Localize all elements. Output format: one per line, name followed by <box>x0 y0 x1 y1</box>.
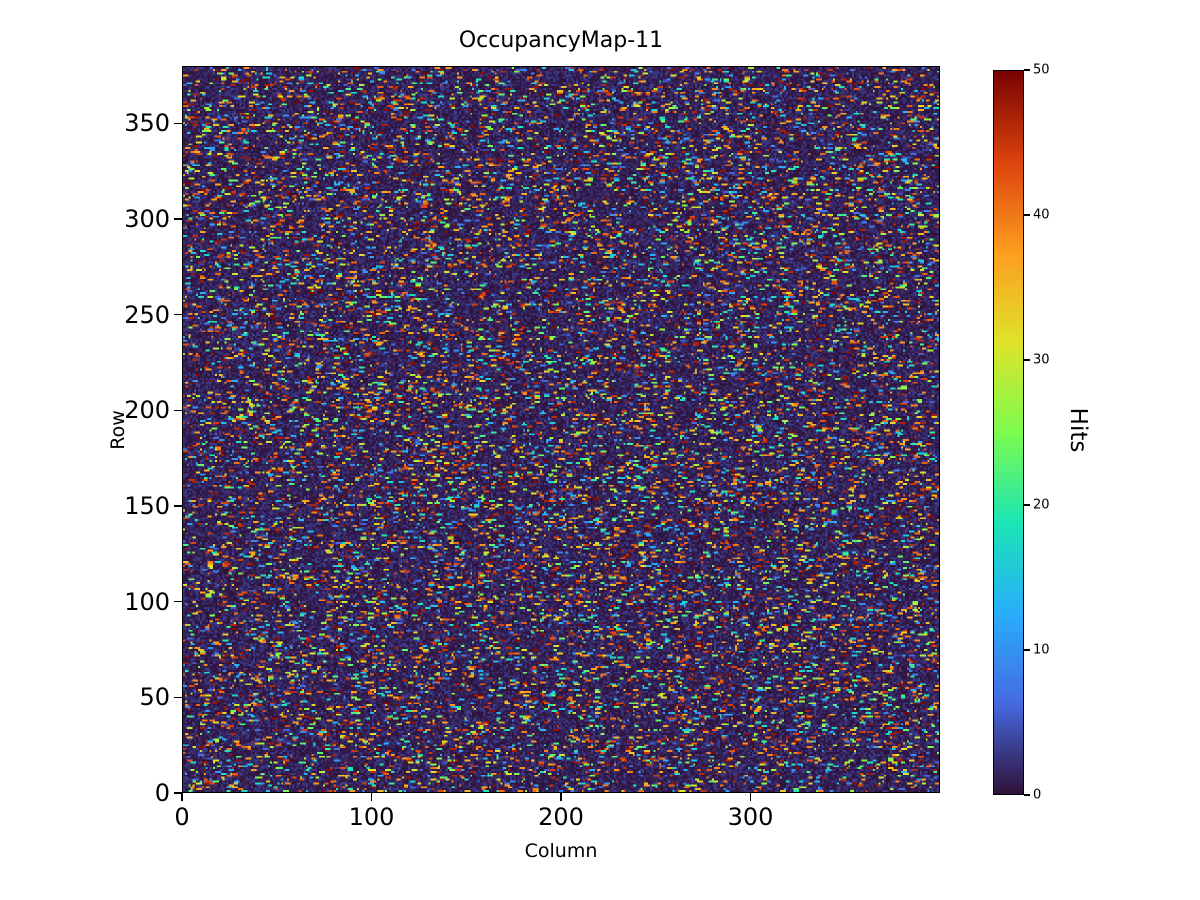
heatmap-canvas <box>183 67 939 792</box>
colorbar-tick-mark <box>1024 649 1030 651</box>
colorbar-label: Hits <box>1065 407 1091 453</box>
y-tick-mark <box>174 792 182 794</box>
y-tick-mark <box>174 505 182 507</box>
x-tick-mark <box>749 793 752 801</box>
colorbar-tick-label: 0 <box>1033 787 1042 803</box>
colorbar-tick-label: 10 <box>1033 642 1050 658</box>
colorbar-tick-label: 30 <box>1033 352 1050 368</box>
colorbar-tick-mark <box>1024 794 1030 796</box>
colorbar-tick-label: 20 <box>1033 497 1050 513</box>
y-tick-label: 150 <box>124 492 170 521</box>
y-tick-label: 0 <box>154 779 170 807</box>
y-tick-label: 250 <box>124 300 170 329</box>
colorbar-tick-label: 40 <box>1033 207 1050 223</box>
x-tick-mark <box>560 793 562 801</box>
y-tick-label: 50 <box>139 683 170 712</box>
y-tick-mark <box>174 696 182 699</box>
y-tick-mark <box>174 600 182 603</box>
colorbar-gradient-canvas <box>994 71 1023 794</box>
colorbar-tick-mark <box>1024 504 1030 506</box>
x-tick-label: 300 <box>727 803 774 831</box>
y-tick-label: 300 <box>124 205 170 234</box>
colorbar-tick-mark <box>1024 359 1030 361</box>
colorbar-tick-mark <box>1024 69 1030 71</box>
plot-title: OccupancyMap-11 <box>458 28 664 53</box>
x-tick-label: 200 <box>538 803 584 831</box>
x-axis-label: Column <box>524 840 598 862</box>
y-tick-mark <box>174 409 182 412</box>
x-tick-label: 100 <box>348 803 395 831</box>
colorbar-tick-label: 50 <box>1033 62 1050 78</box>
colorbar <box>993 70 1024 795</box>
y-tick-mark <box>174 313 182 316</box>
y-tick-label: 200 <box>124 396 170 425</box>
y-tick-label: 100 <box>124 587 170 616</box>
colorbar-tick-mark <box>1024 214 1030 216</box>
x-tick-mark <box>181 793 183 801</box>
y-tick-mark <box>174 218 182 220</box>
y-tick-mark <box>174 122 182 125</box>
heatmap-plot-area <box>182 66 940 793</box>
y-tick-label: 350 <box>124 109 170 138</box>
x-tick-label: 0 <box>174 803 190 831</box>
x-tick-mark <box>370 793 373 801</box>
y-axis-label: Row <box>107 410 129 450</box>
